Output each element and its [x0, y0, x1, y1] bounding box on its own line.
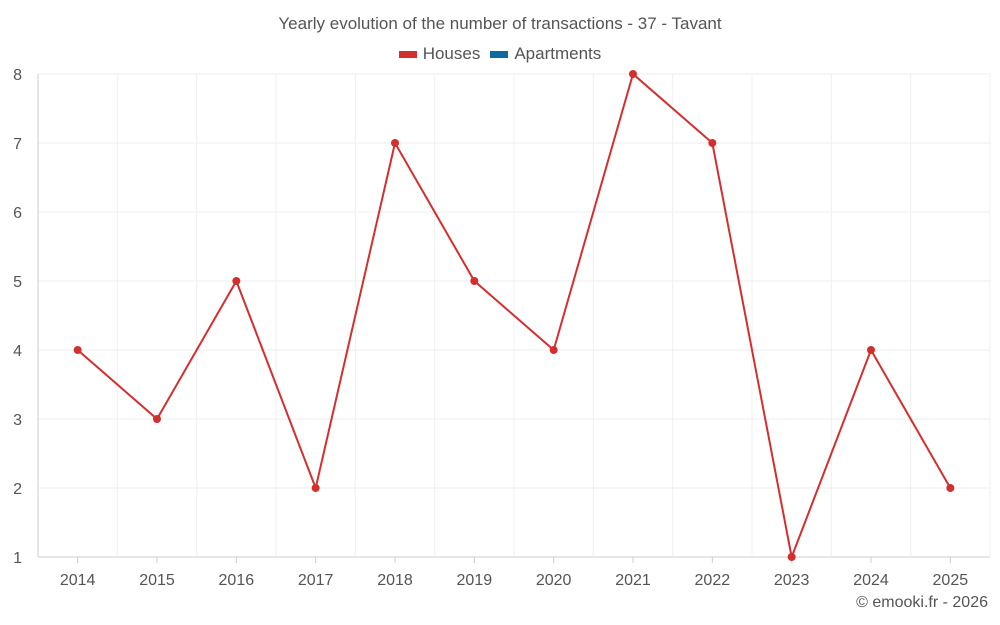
- data-point: [232, 277, 241, 285]
- x-tick-label: 2014: [60, 572, 96, 589]
- y-tick-label: 8: [13, 67, 22, 84]
- data-point: [73, 346, 82, 354]
- data-point: [946, 484, 955, 492]
- y-tick-label: 5: [13, 274, 22, 291]
- credit-text: © emooki.fr - 2026: [856, 594, 988, 611]
- data-point: [311, 484, 320, 492]
- y-tick-label: 3: [13, 412, 22, 429]
- legend-item-houses[interactable]: Houses: [398, 44, 481, 64]
- x-tick-label: 2016: [219, 572, 255, 589]
- x-tick-label: 2018: [377, 572, 413, 589]
- y-tick-label: 4: [13, 343, 22, 360]
- data-point: [787, 553, 796, 561]
- x-tick-label: 2015: [139, 572, 175, 589]
- data-point: [629, 70, 637, 78]
- y-tick-label: 7: [13, 136, 22, 153]
- axes: 1 2 3 4 5 6 7 8 2014 2015 2016 2017 2018 2019 2020 2021…: [13, 67, 968, 589]
- legend: Houses Apartments: [0, 44, 1000, 64]
- data-point: [470, 277, 479, 285]
- data-point: [867, 346, 875, 354]
- chart-title: Yearly evolution of the number of transa…: [278, 14, 722, 33]
- y-tick-label: 6: [13, 205, 22, 222]
- y-tick-label: 2: [13, 481, 22, 498]
- data-point: [391, 139, 399, 147]
- x-tick-label: 2020: [536, 572, 572, 589]
- legend-label-houses: Houses: [422, 44, 481, 63]
- x-tick-label: 2021: [615, 572, 651, 589]
- x-tick-label: 2024: [853, 572, 889, 589]
- x-tick-label: 2023: [774, 572, 810, 589]
- x-tick-label: 2025: [933, 572, 969, 589]
- series-line-houses: [77, 73, 952, 558]
- grid: [37, 73, 991, 558]
- y-tick-label: 1: [13, 550, 22, 567]
- data-point: [153, 415, 161, 423]
- legend-item-apartments[interactable]: Apartments: [490, 44, 601, 64]
- legend-label-apartments: Apartments: [514, 44, 602, 63]
- x-tick-label: 2017: [298, 572, 334, 589]
- legend-swatch-apartments: [490, 50, 509, 58]
- x-tick-label: 2022: [695, 572, 731, 589]
- data-point: [549, 346, 558, 354]
- data-point: [708, 139, 717, 147]
- legend-swatch-houses: [398, 50, 417, 58]
- series: [73, 70, 955, 561]
- x-tick-label: 2019: [457, 572, 493, 589]
